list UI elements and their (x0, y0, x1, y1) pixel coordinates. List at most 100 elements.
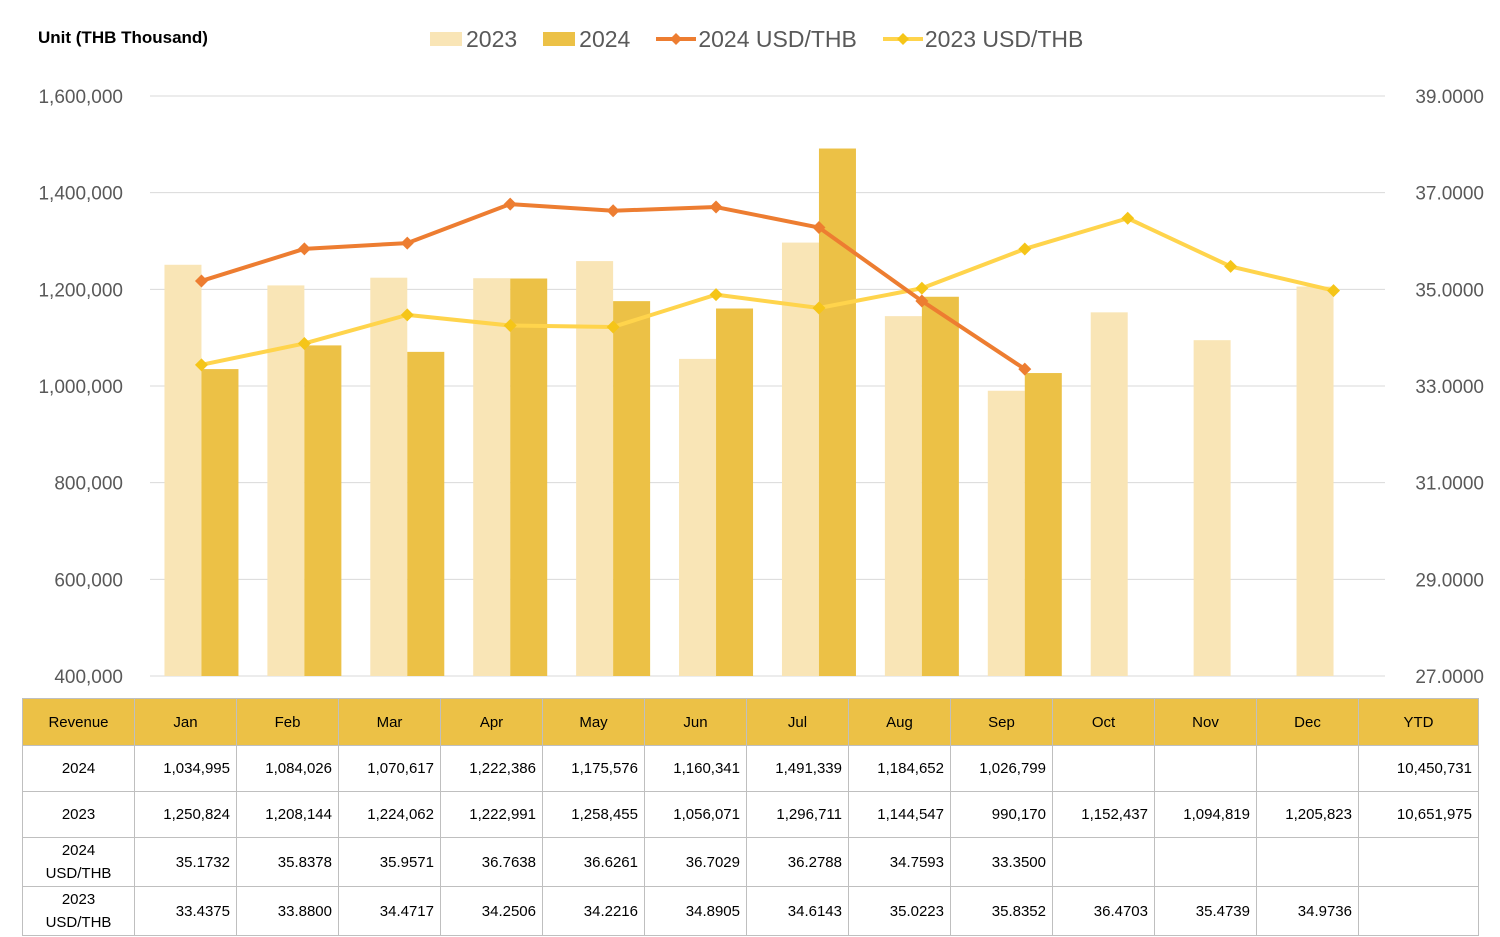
bar-2024-mar (407, 351, 445, 676)
marker-2024-usd-thb (1018, 362, 1032, 376)
bar-2023-jun (679, 358, 717, 676)
table-cell (1358, 886, 1479, 936)
legend-swatch-2023 (430, 32, 462, 46)
bar-2023-mar (370, 277, 408, 676)
table-cell: 1,094,819 (1154, 791, 1257, 838)
table-cell: 1,184,652 (848, 745, 951, 792)
left-axis-tick-label: 1,000,000 (38, 377, 123, 398)
table-header-feb: Feb (236, 698, 339, 746)
right-axis-ticks: 27.0000 29.0000 31.0000 33.0000 35.0000 37.00… (1415, 87, 1484, 688)
left-axis-tick-label: 400,000 (54, 667, 123, 688)
marker-2023-usd-thb (194, 358, 208, 372)
revenue-chart: 400,000 600,000 800,000 1,000,000 1,200,000 1… (38, 87, 1484, 688)
table-cell: 36.7029 (644, 837, 747, 887)
legend-label-2023-usd-thb: 2023 USD/THB (924, 25, 1084, 52)
table-cell: 1,160,341 (644, 745, 747, 792)
table-cell: 1,070,617 (338, 745, 441, 792)
marker-2023-usd-thb (812, 301, 826, 315)
right-axis-tick-label: 35.0000 (1415, 280, 1484, 301)
table-cell: 34.7593 (848, 837, 951, 887)
table-cell: 1,084,026 (236, 745, 339, 792)
right-axis-tick-label: 27.0000 (1415, 667, 1484, 688)
right-axis-tick-label: 33.0000 (1415, 377, 1484, 398)
table-header-jan: Jan (134, 698, 237, 746)
legend-swatch-2024 (543, 32, 576, 46)
table-cell: 1,205,823 (1256, 791, 1359, 838)
legend-label-2024-usd-thb: 2024 USD/THB (698, 25, 857, 52)
table-row-label: 2023 (22, 791, 135, 838)
legend-item-2024[interactable]: 2024 (543, 26, 630, 53)
marker-2024-usd-thb (400, 236, 414, 250)
row-label-line: 2024 (61, 842, 96, 859)
bar-2023-nov (1193, 340, 1231, 676)
bar-2023-jul (781, 242, 819, 677)
table-cell: 34.9736 (1256, 886, 1359, 936)
table-cell: 1,144,547 (848, 791, 951, 838)
chart-legend: 2023 2024 2024 USD/THB 2023 USD/THB (430, 24, 1109, 54)
bar-2024-jun (716, 308, 754, 676)
table-header-dec: Dec (1256, 698, 1359, 746)
table-cell: 1,222,386 (440, 745, 543, 792)
legend-item-2024-usd-thb[interactable]: 2024 USD/THB (656, 26, 857, 53)
legend-item-2023[interactable]: 2023 (430, 26, 517, 53)
table-cell (1052, 745, 1155, 792)
marker-2024-usd-thb (297, 242, 311, 256)
legend-label-2023: 2023 (466, 25, 518, 52)
table-header-jul: Jul (746, 698, 849, 746)
marker-2023-usd-thb (1224, 259, 1238, 273)
table-cell (1154, 745, 1257, 792)
table-cell: 1,056,071 (644, 791, 747, 838)
table-cell: 33.4375 (134, 886, 237, 936)
table-row: 2023 1,250,824 1,208,144 1,224,062 1,222,991… (22, 791, 1479, 838)
bar-2023-aug (884, 316, 922, 676)
bar-2023-dec (1296, 286, 1334, 676)
row-label-line: 2023 (61, 891, 96, 908)
table-cell (1052, 837, 1155, 887)
right-axis-tick-label: 29.0000 (1415, 570, 1484, 591)
marker-2023-usd-thb (400, 308, 414, 322)
table-cell: 35.9571 (338, 837, 441, 887)
table-header-revenue: Revenue (22, 698, 135, 746)
table-cell: 1,208,144 (236, 791, 339, 838)
left-axis-tick-label: 1,400,000 (38, 184, 123, 205)
table-cell: 1,034,995 (134, 745, 237, 792)
table-header-apr: Apr (440, 698, 543, 746)
table-cell: 35.8378 (236, 837, 339, 887)
table-cell: 35.0223 (848, 886, 951, 936)
table-cell: 34.8905 (644, 886, 747, 936)
table-header-mar: Mar (338, 698, 441, 746)
right-axis-tick-label: 39.0000 (1415, 87, 1484, 108)
marker-2023-usd-thb (1327, 284, 1341, 298)
table-row: 2023 USD/THB 33.4375 33.8800 34.4717 34.2506 3… (22, 886, 1479, 936)
bar-2024-aug (921, 296, 959, 676)
table-cell: 1,224,062 (338, 791, 441, 838)
bar-2023-oct (1090, 312, 1128, 676)
table-cell (1256, 837, 1359, 887)
bar-2023-apr (473, 278, 511, 676)
table-header-nov: Nov (1154, 698, 1257, 746)
table-cell: 34.6143 (746, 886, 849, 936)
table-cell (1358, 837, 1479, 887)
table-header-aug: Aug (848, 698, 951, 746)
marker-2024-usd-thb (709, 200, 723, 214)
table-cell: 36.2788 (746, 837, 849, 887)
bar-2024-apr (510, 278, 548, 676)
table-header-sep: Sep (950, 698, 1053, 746)
marker-2023-usd-thb (1121, 211, 1135, 225)
marker-2024-usd-thb (812, 221, 826, 235)
legend-line-2024-usd-thb-icon (656, 33, 697, 45)
table-cell: 35.4739 (1154, 886, 1257, 936)
table-cell: 34.2216 (542, 886, 645, 936)
marker-2023-usd-thb (606, 320, 620, 334)
table-header-row: Revenue Jan Feb Mar Apr May Jun Jul Aug Sep Oct Nov… (22, 698, 1479, 746)
row-label-line: 2024 (61, 760, 96, 777)
bar-2023-may (576, 261, 614, 676)
table-cell: 1,026,799 (950, 745, 1053, 792)
marker-2024-usd-thb (915, 294, 929, 308)
table-header-oct: Oct (1052, 698, 1155, 746)
table-cell: 1,296,711 (746, 791, 849, 838)
table-cell (1256, 745, 1359, 792)
table-cell: 10,651,975 (1358, 791, 1479, 838)
legend-item-2023-usd-thb[interactable]: 2023 USD/THB (882, 25, 1084, 53)
bar-2024-sep (1024, 373, 1062, 676)
